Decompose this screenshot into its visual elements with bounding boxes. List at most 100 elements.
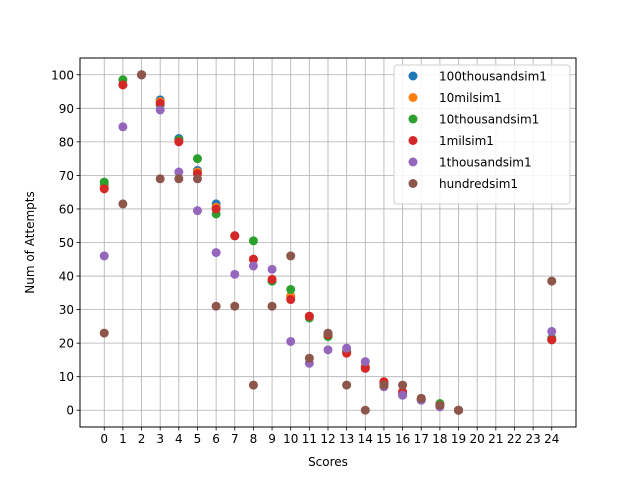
data-point-1thousandsim1: [230, 269, 240, 279]
legend-frame: [393, 64, 571, 205]
x-axis-label: Scores: [308, 455, 348, 469]
data-point-1thousandsim1: [360, 357, 370, 367]
data-point-hundredsim1: [304, 353, 314, 363]
data-point-1milsim1: [174, 137, 184, 147]
data-point-hundredsim1: [174, 174, 184, 184]
x-tick-label: 23: [525, 432, 540, 446]
legend-label: 100thousandsim1: [439, 70, 547, 84]
data-point-1thousandsim1: [547, 326, 557, 336]
x-tick-label: 10: [283, 432, 298, 446]
data-point-hundredsim1: [416, 393, 426, 403]
x-tick-label: 21: [488, 432, 503, 446]
x-tick-label: 1: [119, 432, 127, 446]
legend-marker: [408, 114, 418, 124]
y-tick-label: 30: [59, 303, 74, 317]
data-point-1thousandsim1: [99, 251, 109, 261]
data-point-1thousandsim1: [174, 167, 184, 177]
data-point-1thousandsim1: [342, 343, 352, 353]
data-point-hundredsim1: [360, 405, 370, 415]
data-point-1thousandsim1: [267, 264, 277, 274]
legend-label: 10milsim1: [439, 91, 502, 105]
data-point-1thousandsim1: [118, 122, 128, 132]
data-point-hundredsim1: [155, 174, 165, 184]
data-point-hundredsim1: [230, 301, 240, 311]
y-tick-label: 40: [59, 270, 74, 284]
data-point-hundredsim1: [267, 301, 277, 311]
x-tick-label: 15: [376, 432, 391, 446]
legend: 100thousandsim1 10milsim1 10thousandsim1 1m…: [393, 64, 571, 205]
x-tick-label: 12: [320, 432, 335, 446]
data-point-hundredsim1: [192, 174, 202, 184]
x-tick-label: 8: [250, 432, 258, 446]
data-point-1thousandsim1: [248, 261, 258, 271]
x-tick-label: 17: [414, 432, 429, 446]
data-point-1thousandsim1: [155, 105, 165, 115]
legend-marker: [408, 93, 418, 102]
data-point-1milsim1: [304, 311, 314, 321]
x-tick-label: 20: [470, 432, 485, 446]
data-point-hundredsim1: [99, 328, 109, 338]
data-point-1milsim1: [230, 231, 240, 241]
data-point-1milsim1: [547, 335, 557, 345]
data-point-hundredsim1: [211, 301, 221, 311]
data-point-1milsim1: [248, 254, 258, 264]
x-tick-label: 9: [268, 432, 276, 446]
y-tick-label: 10: [59, 370, 74, 384]
legend-marker: [408, 179, 418, 188]
data-point-1milsim1: [360, 363, 370, 373]
data-point-1milsim1: [99, 184, 109, 194]
data-point-1thousandsim1: [398, 390, 408, 400]
data-points: [99, 70, 557, 415]
data-point-hundredsim1: [342, 380, 352, 390]
legend-marker: [408, 136, 418, 145]
data-point-hundredsim1: [435, 400, 445, 410]
legend-label: 1thousandsim1: [439, 156, 532, 170]
x-tick-label: 19: [451, 432, 466, 446]
data-point-hundredsim1: [398, 380, 408, 390]
data-point-1milsim1: [267, 274, 277, 284]
data-point-hundredsim1: [286, 251, 296, 261]
data-point-hundredsim1: [454, 405, 464, 415]
x-tick-label: 13: [339, 432, 354, 446]
x-tick-label: 18: [432, 432, 447, 446]
data-point-hundredsim1: [118, 199, 128, 209]
data-point-1milsim1: [211, 204, 221, 214]
grid-lines: [80, 58, 576, 427]
data-point-1milsim1: [118, 80, 128, 90]
data-point-10thousandsim1: [99, 177, 109, 187]
data-point-1milsim1: [155, 98, 165, 108]
y-tick-label: 90: [59, 102, 74, 116]
x-tick-label: 2: [138, 432, 146, 446]
data-point-1milsim1: [286, 295, 296, 305]
y-tick-label: 0: [66, 404, 74, 418]
data-point-1thousandsim1: [192, 206, 202, 216]
x-tick-label: 6: [212, 432, 220, 446]
legend-label: 1milsim1: [439, 134, 494, 148]
y-tick-label: 60: [59, 202, 74, 216]
y-tick-label: 20: [59, 337, 74, 351]
data-point-1thousandsim1: [323, 345, 333, 355]
data-point-hundredsim1: [323, 328, 333, 338]
legend-marker: [408, 157, 418, 167]
data-point-hundredsim1: [379, 380, 389, 390]
data-point-1thousandsim1: [211, 248, 221, 258]
x-tick-label: 0: [100, 432, 108, 446]
data-point-hundredsim1: [248, 380, 258, 390]
y-tick-label: 50: [59, 236, 74, 250]
x-tick-label: 14: [358, 432, 373, 446]
data-point-10thousandsim1: [248, 236, 258, 246]
x-tick-label: 5: [194, 432, 202, 446]
data-point-hundredsim1: [137, 70, 147, 80]
y-axis-label: Num of Attempts: [23, 191, 37, 294]
y-tick-label: 100: [51, 68, 74, 82]
x-tick-label: 24: [544, 432, 559, 446]
x-tick-label: 7: [231, 432, 239, 446]
y-tick-label: 70: [59, 169, 74, 183]
x-tick-label: 4: [175, 432, 183, 446]
x-tick-label: 11: [302, 432, 317, 446]
legend-label: 10thousandsim1: [439, 113, 539, 127]
y-tick-label: 80: [59, 135, 74, 149]
legend-label: hundredsim1: [439, 177, 518, 191]
legend-marker: [408, 71, 418, 81]
axis-ticks: 0 1 2 3 4 5 6 7 8 9 10 11 12 13 14 15 16 17 18 19 20 21 22 23 24…: [51, 68, 559, 446]
